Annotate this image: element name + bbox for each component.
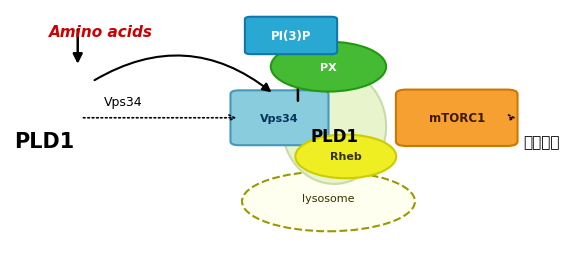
FancyBboxPatch shape [396,90,517,146]
FancyBboxPatch shape [245,18,337,55]
FancyBboxPatch shape [230,91,328,146]
Ellipse shape [242,172,415,231]
Text: 세포생장: 세포생장 [523,134,560,149]
Text: Vps34: Vps34 [104,96,142,109]
Text: lysosome: lysosome [302,193,354,203]
Ellipse shape [282,70,386,184]
Text: Rheb: Rheb [330,152,361,162]
Ellipse shape [295,135,396,179]
Text: Amino acids: Amino acids [49,25,153,40]
Circle shape [271,42,386,92]
Text: mTORC1: mTORC1 [428,112,485,125]
Text: PLD1: PLD1 [310,128,359,146]
Text: PI(3)P: PI(3)P [271,30,311,43]
Text: PLD1: PLD1 [15,132,74,152]
Text: PX: PX [320,62,337,72]
Text: Vps34: Vps34 [260,113,299,123]
